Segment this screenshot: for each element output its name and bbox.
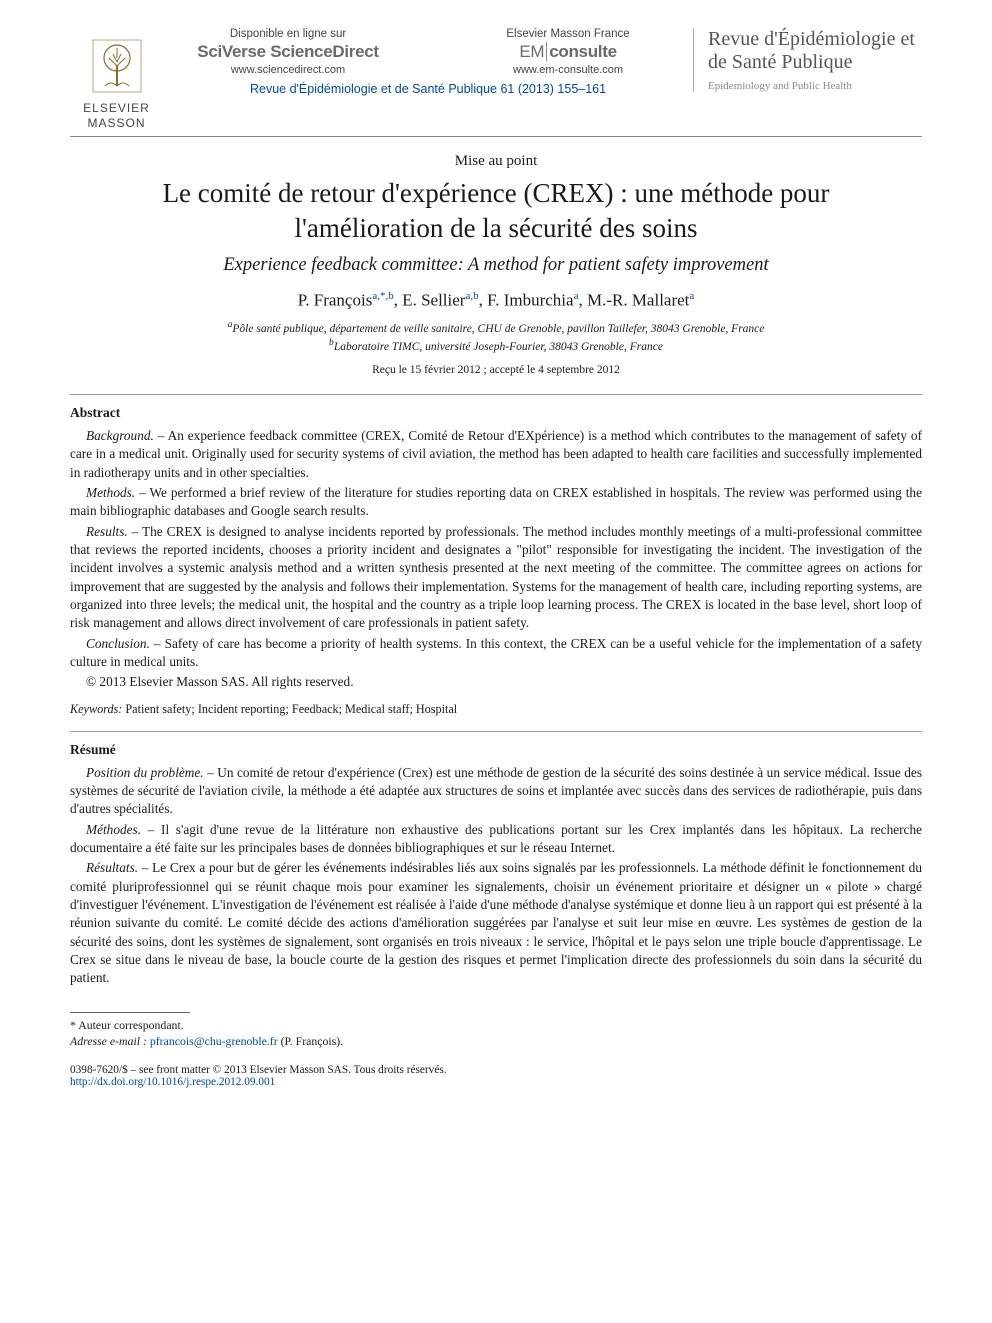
header-center: Disponible en ligne sur SciVerse Science…: [163, 28, 693, 96]
channel-sciencedirect: Disponible en ligne sur SciVerse Science…: [163, 28, 413, 76]
title-en: Experience feedback committee: A method …: [70, 255, 922, 276]
kw-en-text: Patient safety; Incident reporting; Feed…: [125, 702, 457, 716]
footnote-separator: [70, 1012, 190, 1013]
footnotes: * Auteur correspondant. Adresse e-mail :…: [70, 1017, 922, 1050]
author-1: P. François: [298, 291, 373, 310]
en-conc-lbl: Conclusion. –: [86, 636, 161, 651]
sd-brand: SciVerse ScienceDirect: [163, 42, 413, 62]
corresponding-author: * Auteur correspondant.: [70, 1017, 922, 1034]
fr-res-lbl: Résultats. –: [86, 860, 148, 875]
em-url[interactable]: www.em-consulte.com: [443, 64, 693, 76]
em-brand: EMconsulte: [443, 42, 693, 62]
en-conc: Safety of care has become a priority of …: [70, 636, 922, 669]
authors: P. Françoisa,*,b, E. Selliera,b, F. Imbu…: [70, 290, 922, 311]
rule-mid: [70, 731, 922, 732]
journal-title: Revue d'Épidémiologie et de Santé Publiq…: [708, 28, 922, 74]
keywords-en: Keywords: Patient safety; Incident repor…: [70, 702, 922, 717]
issn-line: 0398-7620/$ – see front matter © 2013 El…: [70, 1064, 922, 1076]
en-bg: An experience feedback committee (CREX, …: [70, 428, 922, 480]
abstract-en: Background. – An experience feedback com…: [70, 427, 922, 692]
dates: Reçu le 15 février 2012 ; accepté le 4 s…: [70, 364, 922, 376]
fr-meth-lbl: Méthodes. –: [86, 822, 154, 837]
fr-bg-lbl: Position du problème. –: [86, 765, 214, 780]
header: ELSEVIER MASSON Disponible en ligne sur …: [70, 28, 922, 137]
fr-meth: Il s'agit d'une revue de la littérature …: [70, 822, 922, 855]
journal-subtitle: Epidemiology and Public Health: [708, 80, 922, 92]
en-bg-lbl: Background. –: [86, 428, 164, 443]
rule-top: [70, 394, 922, 395]
fr-res: Le Crex a pour but de gérer les événemen…: [70, 860, 922, 985]
author-4: M.-R. Mallaret: [587, 291, 689, 310]
abstract-en-heading: Abstract: [70, 405, 922, 421]
author-3: F. Imburchia: [487, 291, 573, 310]
email-link: pfrancois@chu-grenoble.fr: [150, 1034, 278, 1048]
publisher-logo: ELSEVIER MASSON: [70, 28, 163, 130]
author-4-sup[interactable]: a: [689, 290, 694, 302]
email-label: Adresse e-mail :: [70, 1034, 147, 1048]
citation: Revue d'Épidémiologie et de Santé Publiq…: [163, 82, 693, 96]
en-res: The CREX is designed to analyse incident…: [70, 524, 922, 631]
author-2-sup[interactable]: a,b: [465, 290, 478, 302]
channel-emconsulte: Elsevier Masson France EMconsulte www.em…: [443, 28, 693, 76]
abstract-fr: Position du problème. – Un comité de ret…: [70, 764, 922, 988]
sd-lead: Disponible en ligne sur: [163, 28, 413, 40]
en-meth: We performed a brief review of the liter…: [70, 485, 922, 518]
en-meth-lbl: Methods. –: [86, 485, 146, 500]
publisher-name-1: ELSEVIER: [70, 102, 163, 115]
en-copyright: © 2013 Elsevier Masson SAS. All rights r…: [70, 673, 922, 691]
elsevier-tree-icon: [85, 36, 149, 100]
journal-box: Revue d'Épidémiologie et de Santé Publiq…: [693, 28, 922, 92]
author-3-sup[interactable]: a: [574, 290, 579, 302]
author-2: E. Sellier: [402, 291, 465, 310]
kw-en-lbl: Keywords:: [70, 702, 122, 716]
abstract-fr-heading: Résumé: [70, 742, 922, 758]
em-lead: Elsevier Masson France: [443, 28, 693, 40]
affiliation-b: bLaboratoire TIMC, université Joseph-Fou…: [70, 337, 922, 355]
en-res-lbl: Results. –: [86, 524, 138, 539]
email-paren: (P. François).: [281, 1034, 344, 1048]
doi-link[interactable]: http://dx.doi.org/10.1016/j.respe.2012.0…: [70, 1076, 922, 1088]
title-fr: Le comité de retour d'expérience (CREX) …: [110, 176, 882, 245]
publisher-name-2: MASSON: [70, 117, 163, 130]
author-1-sup[interactable]: a,*,b: [372, 290, 393, 302]
sd-url[interactable]: www.sciencedirect.com: [163, 64, 413, 76]
article-type: Mise au point: [70, 153, 922, 170]
affiliation-a: aPôle santé publique, département de vei…: [70, 319, 922, 337]
